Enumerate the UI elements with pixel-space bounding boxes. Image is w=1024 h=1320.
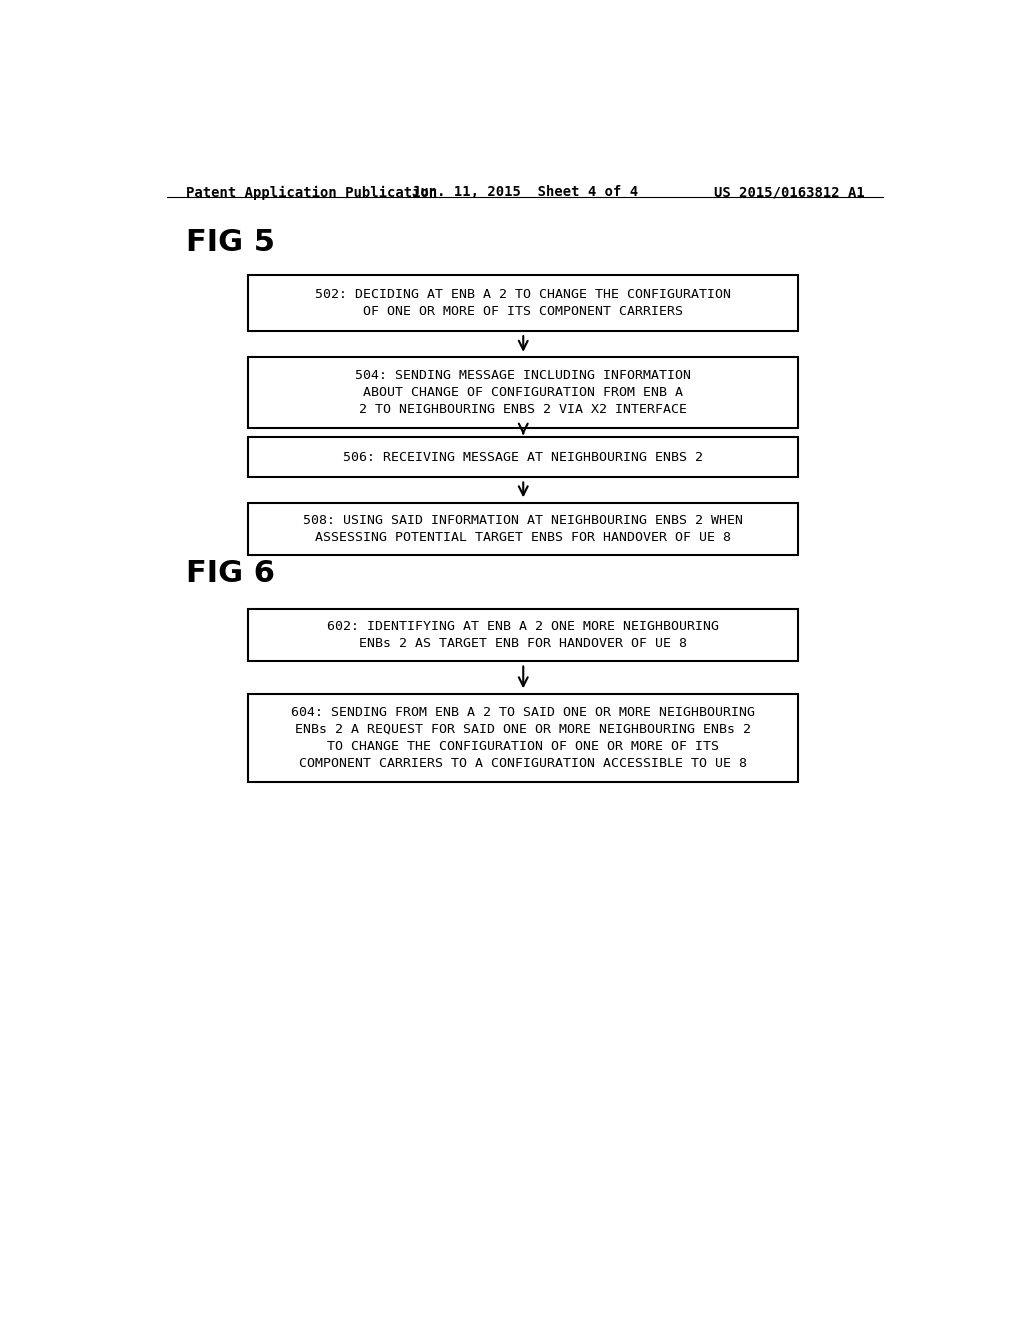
Text: 502: DECIDING AT ENB A 2 TO CHANGE THE CONFIGURATION
OF ONE OR MORE OF ITS COMPO: 502: DECIDING AT ENB A 2 TO CHANGE THE C… [315,288,731,318]
Text: Patent Application Publication: Patent Application Publication [186,185,437,199]
Text: FIG 5: FIG 5 [186,227,275,256]
Text: 508: USING SAID INFORMATION AT NEIGHBOURING ENBS 2 WHEN
ASSESSING POTENTIAL TARG: 508: USING SAID INFORMATION AT NEIGHBOUR… [303,513,743,544]
FancyBboxPatch shape [248,276,799,331]
Text: FIG 6: FIG 6 [186,558,275,587]
FancyBboxPatch shape [248,437,799,478]
Text: 506: RECEIVING MESSAGE AT NEIGHBOURING ENBS 2: 506: RECEIVING MESSAGE AT NEIGHBOURING E… [343,450,703,463]
FancyBboxPatch shape [248,693,799,781]
Text: 604: SENDING FROM ENB A 2 TO SAID ONE OR MORE NEIGHBOURING
ENBs 2 A REQUEST FOR : 604: SENDING FROM ENB A 2 TO SAID ONE OR… [291,706,756,770]
Text: 602: IDENTIFYING AT ENB A 2 ONE MORE NEIGHBOURING
ENBs 2 AS TARGET ENB FOR HANDO: 602: IDENTIFYING AT ENB A 2 ONE MORE NEI… [328,620,719,649]
Text: US 2015/0163812 A1: US 2015/0163812 A1 [714,185,864,199]
FancyBboxPatch shape [248,609,799,661]
FancyBboxPatch shape [248,358,799,428]
Text: 504: SENDING MESSAGE INCLUDING INFORMATION
ABOUT CHANGE OF CONFIGURATION FROM EN: 504: SENDING MESSAGE INCLUDING INFORMATI… [355,370,691,416]
FancyBboxPatch shape [248,503,799,554]
Text: Jun. 11, 2015  Sheet 4 of 4: Jun. 11, 2015 Sheet 4 of 4 [412,185,638,199]
